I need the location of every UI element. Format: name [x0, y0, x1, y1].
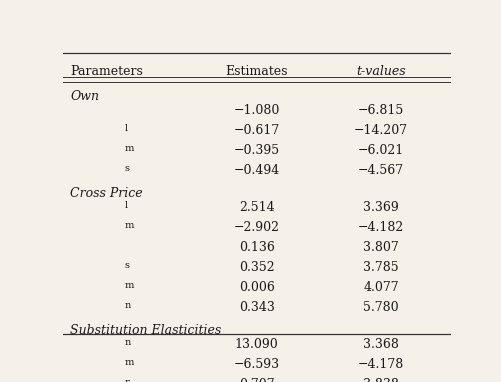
Text: n: n — [125, 338, 131, 347]
Text: Parameters: Parameters — [70, 65, 143, 78]
Text: 3.838: 3.838 — [363, 378, 399, 382]
Text: −2.902: −2.902 — [234, 221, 280, 234]
Text: 5.780: 5.780 — [363, 301, 399, 314]
Text: n: n — [125, 301, 131, 310]
Text: m: m — [125, 221, 134, 230]
Text: m: m — [125, 358, 134, 367]
Text: −4.182: −4.182 — [358, 221, 404, 234]
Text: r: r — [125, 378, 129, 382]
Text: −6.815: −6.815 — [358, 104, 404, 117]
Text: 3.807: 3.807 — [363, 241, 399, 254]
Text: 13.090: 13.090 — [235, 338, 279, 351]
Text: −14.207: −14.207 — [354, 124, 408, 137]
Text: m: m — [125, 144, 134, 153]
Text: 0.136: 0.136 — [239, 241, 275, 254]
Text: s: s — [125, 261, 130, 270]
Text: Substitution Elasticities: Substitution Elasticities — [70, 324, 221, 337]
Text: t-values: t-values — [356, 65, 406, 78]
Text: 2.514: 2.514 — [239, 201, 275, 214]
Text: −6.021: −6.021 — [358, 144, 404, 157]
Text: m: m — [125, 281, 134, 290]
Text: l: l — [125, 124, 128, 133]
Text: 0.352: 0.352 — [239, 261, 275, 274]
Text: −6.593: −6.593 — [233, 358, 280, 371]
Text: s: s — [125, 164, 130, 173]
Text: 4.077: 4.077 — [363, 281, 399, 294]
Text: −0.494: −0.494 — [233, 164, 280, 177]
Text: Estimates: Estimates — [225, 65, 288, 78]
Text: 0.707: 0.707 — [239, 378, 275, 382]
Text: 0.006: 0.006 — [239, 281, 275, 294]
Text: 3.369: 3.369 — [363, 201, 399, 214]
Text: −4.178: −4.178 — [358, 358, 404, 371]
Text: −4.567: −4.567 — [358, 164, 404, 177]
Text: −0.617: −0.617 — [233, 124, 280, 137]
Text: −1.080: −1.080 — [233, 104, 280, 117]
Text: 3.785: 3.785 — [363, 261, 399, 274]
Text: 0.343: 0.343 — [239, 301, 275, 314]
Text: l: l — [125, 201, 128, 210]
Text: Own: Own — [70, 90, 99, 103]
Text: −0.395: −0.395 — [233, 144, 280, 157]
Text: 3.368: 3.368 — [363, 338, 399, 351]
Text: Cross Price: Cross Price — [70, 187, 143, 200]
